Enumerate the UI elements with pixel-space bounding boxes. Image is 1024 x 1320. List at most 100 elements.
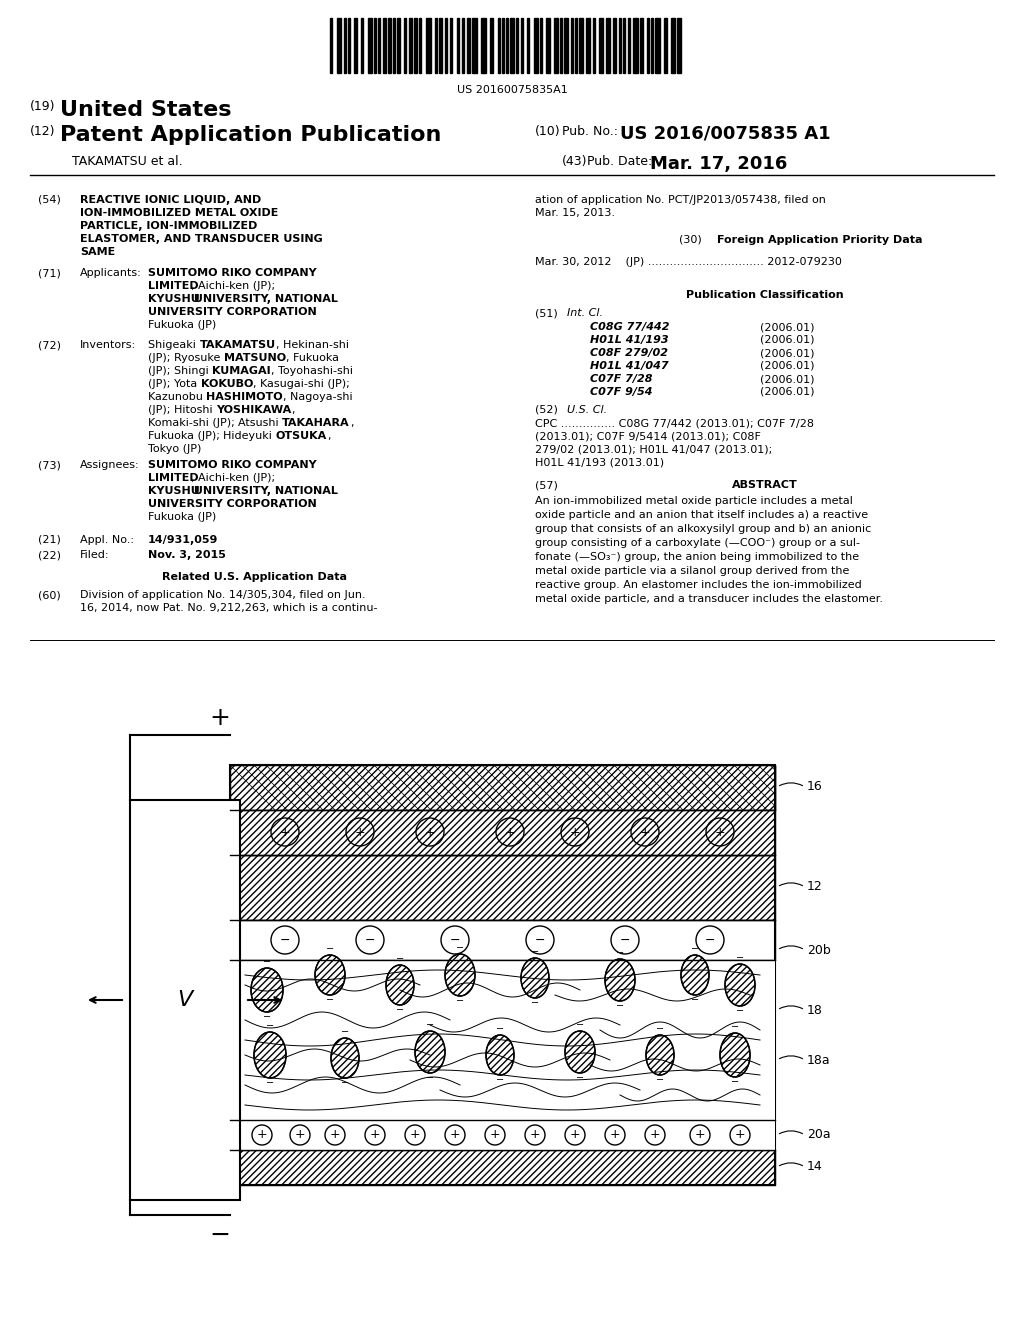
Bar xyxy=(439,18,442,73)
Text: Mar. 30, 2012    (JP) ................................ 2012-079230: Mar. 30, 2012 (JP) .....................… xyxy=(535,257,842,267)
Bar xyxy=(344,18,346,73)
Text: United States: United States xyxy=(60,100,231,120)
Bar xyxy=(230,855,775,920)
Text: , Fukuoka: , Fukuoka xyxy=(286,352,339,363)
Text: +: + xyxy=(370,1129,380,1142)
Text: Tokyo (JP): Tokyo (JP) xyxy=(148,444,202,454)
Text: REACTIVE IONIC LIQUID, AND: REACTIVE IONIC LIQUID, AND xyxy=(80,195,261,205)
Text: (2006.01): (2006.01) xyxy=(760,374,814,384)
Text: +: + xyxy=(330,1129,340,1142)
Ellipse shape xyxy=(254,1032,286,1078)
Ellipse shape xyxy=(486,1035,514,1074)
Bar xyxy=(575,18,577,73)
Ellipse shape xyxy=(605,960,635,1001)
Bar xyxy=(481,18,486,73)
Text: (51): (51) xyxy=(535,308,558,318)
Text: LIMITED: LIMITED xyxy=(148,473,199,483)
Text: (71): (71) xyxy=(38,268,60,279)
Text: −: − xyxy=(210,1224,230,1247)
Bar xyxy=(426,18,431,73)
Bar xyxy=(516,18,518,73)
Text: H01L 41/193: H01L 41/193 xyxy=(590,335,669,345)
Text: Kazunobu: Kazunobu xyxy=(148,392,207,403)
Text: , Aichi-ken (JP);: , Aichi-ken (JP); xyxy=(191,473,279,483)
Bar xyxy=(647,18,649,73)
Text: (43): (43) xyxy=(562,154,588,168)
Bar xyxy=(419,18,421,73)
Bar xyxy=(506,18,508,73)
Bar xyxy=(490,18,493,73)
Text: (12): (12) xyxy=(30,125,55,139)
Text: +: + xyxy=(529,1129,541,1142)
Text: −: − xyxy=(575,1020,584,1030)
Text: −: − xyxy=(396,954,404,964)
Text: U.S. Cl.: U.S. Cl. xyxy=(567,405,607,414)
Bar xyxy=(472,18,477,73)
Text: +: + xyxy=(715,825,725,838)
Text: (72): (72) xyxy=(38,341,61,350)
Text: V: V xyxy=(177,990,193,1010)
Text: MATSUNO: MATSUNO xyxy=(224,352,286,363)
Text: −: − xyxy=(456,997,464,1006)
Text: KOKUBO: KOKUBO xyxy=(201,379,253,389)
Text: (52): (52) xyxy=(535,405,558,414)
Text: UNIVERSITY CORPORATION: UNIVERSITY CORPORATION xyxy=(148,499,316,510)
Text: Related U.S. Application Data: Related U.S. Application Data xyxy=(163,572,347,582)
Bar xyxy=(230,766,775,810)
Text: CPC ............... C08G 77/442 (2013.01); C07F 7/28
(2013.01); C07F 9/5414 (201: CPC ............... C08G 77/442 (2013.01… xyxy=(535,418,814,467)
Text: Division of application No. 14/305,304, filed on Jun.
16, 2014, now Pat. No. 9,2: Division of application No. 14/305,304, … xyxy=(80,590,378,614)
Text: −: − xyxy=(731,1077,739,1086)
Bar xyxy=(554,18,558,73)
Ellipse shape xyxy=(725,964,755,1006)
Ellipse shape xyxy=(565,1031,595,1073)
Bar xyxy=(546,18,550,73)
Text: (54): (54) xyxy=(38,195,60,205)
Text: −: − xyxy=(620,933,630,946)
Text: (JP);: (JP); xyxy=(148,405,174,414)
Bar xyxy=(230,1119,775,1150)
Text: +: + xyxy=(569,1129,581,1142)
Text: SAME: SAME xyxy=(80,247,116,257)
Bar xyxy=(378,18,380,73)
Text: YOSHIKAWA: YOSHIKAWA xyxy=(216,405,291,414)
Bar xyxy=(445,18,447,73)
Text: −: − xyxy=(426,1073,434,1082)
Text: Inventors:: Inventors: xyxy=(80,341,136,350)
Bar xyxy=(361,18,362,73)
Text: C07F 7/28: C07F 7/28 xyxy=(590,374,652,384)
Ellipse shape xyxy=(445,954,475,997)
Text: −: − xyxy=(616,948,624,958)
Bar xyxy=(502,18,504,73)
Text: TAKAHARA: TAKAHARA xyxy=(283,418,350,428)
Text: C07F 9/54: C07F 9/54 xyxy=(590,387,652,397)
Text: Hideyuki: Hideyuki xyxy=(223,432,275,441)
Text: −: − xyxy=(326,995,334,1005)
Bar xyxy=(586,18,590,73)
Text: −: − xyxy=(535,933,545,946)
Text: 14/931,059: 14/931,059 xyxy=(148,535,218,545)
Text: −: − xyxy=(496,1024,504,1034)
Text: HASHIMOTO: HASHIMOTO xyxy=(207,392,283,403)
Text: (JP);: (JP); xyxy=(148,379,174,389)
Bar xyxy=(230,810,775,855)
Bar xyxy=(457,18,459,73)
Bar xyxy=(664,18,667,73)
Bar xyxy=(628,18,630,73)
Text: (30): (30) xyxy=(679,235,701,246)
Bar xyxy=(633,18,638,73)
Bar xyxy=(450,18,452,73)
Bar xyxy=(337,18,341,73)
Ellipse shape xyxy=(646,1035,674,1074)
Text: −: − xyxy=(365,933,375,946)
Text: −: − xyxy=(426,1020,434,1030)
Text: Foreign Application Priority Data: Foreign Application Priority Data xyxy=(717,235,923,246)
Text: KUMAGAI: KUMAGAI xyxy=(212,366,270,376)
Text: 20a: 20a xyxy=(807,1129,830,1142)
Text: Shigeaki: Shigeaki xyxy=(148,341,200,350)
Bar xyxy=(623,18,625,73)
Text: (2006.01): (2006.01) xyxy=(760,387,814,397)
Bar xyxy=(655,18,660,73)
Ellipse shape xyxy=(415,1031,445,1073)
Text: (2006.01): (2006.01) xyxy=(760,322,814,333)
Text: +: + xyxy=(734,1129,745,1142)
